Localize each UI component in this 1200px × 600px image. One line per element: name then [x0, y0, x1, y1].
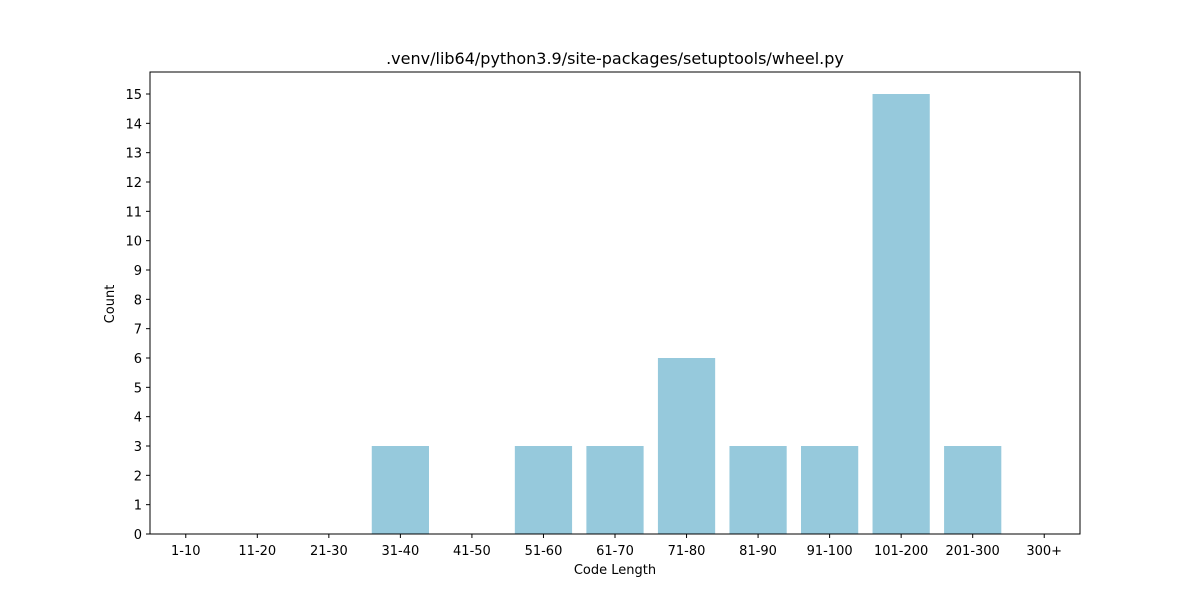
x-tick-label: 81-90 [739, 544, 777, 559]
bar-201-300 [944, 446, 1002, 534]
x-axis-ticks: 1-10 11-20 21-30 31-40 41-50 51-60 61-70 71-80 8… [171, 534, 1062, 559]
y-tick-label: 8 [134, 293, 142, 308]
y-tick-label: 12 [125, 176, 142, 191]
y-tick-label: 3 [134, 440, 142, 455]
y-tick-label: 5 [134, 381, 142, 396]
x-tick-label: 21-30 [310, 544, 348, 559]
y-tick-label: 0 [134, 528, 142, 543]
y-tick-label: 11 [125, 205, 142, 220]
x-tick-label: 31-40 [381, 544, 419, 559]
bar-31-40 [371, 446, 429, 534]
y-tick-label: 9 [134, 264, 142, 279]
x-tick-label: 61-70 [596, 544, 634, 559]
y-tick-label: 15 [125, 88, 142, 103]
bars [371, 94, 1002, 534]
y-tick-label: 7 [134, 323, 142, 338]
x-tick-label: 101-200 [874, 544, 928, 559]
bar-51-60 [514, 446, 573, 534]
y-tick-label: 4 [134, 411, 142, 426]
chart-title: .venv/lib64/python3.9/site-packages/setu… [386, 49, 844, 68]
y-tick-label: 13 [125, 147, 142, 162]
y-tick-label: 1 [134, 499, 142, 514]
x-tick-label: 201-300 [946, 544, 1000, 559]
y-tick-label: 6 [134, 352, 142, 367]
bar-101-200 [872, 94, 930, 534]
bar-81-90 [729, 446, 787, 534]
x-tick-label: 91-100 [807, 544, 853, 559]
x-tick-label: 300+ [1026, 544, 1062, 559]
y-tick-label: 14 [125, 117, 142, 132]
x-tick-label: 41-50 [453, 544, 491, 559]
x-axis-title: Code Length [574, 563, 656, 578]
x-tick-label: 1-10 [171, 544, 201, 559]
x-tick-label: 11-20 [238, 544, 276, 559]
bar-71-80 [657, 358, 716, 534]
bar-61-70 [586, 446, 644, 534]
y-tick-label: 10 [125, 235, 142, 250]
y-tick-label: 2 [134, 469, 142, 484]
y-axis-title: Count [103, 285, 118, 324]
x-tick-label: 51-60 [525, 544, 563, 559]
bar-91-100 [801, 446, 859, 534]
x-tick-label: 71-80 [668, 544, 706, 559]
